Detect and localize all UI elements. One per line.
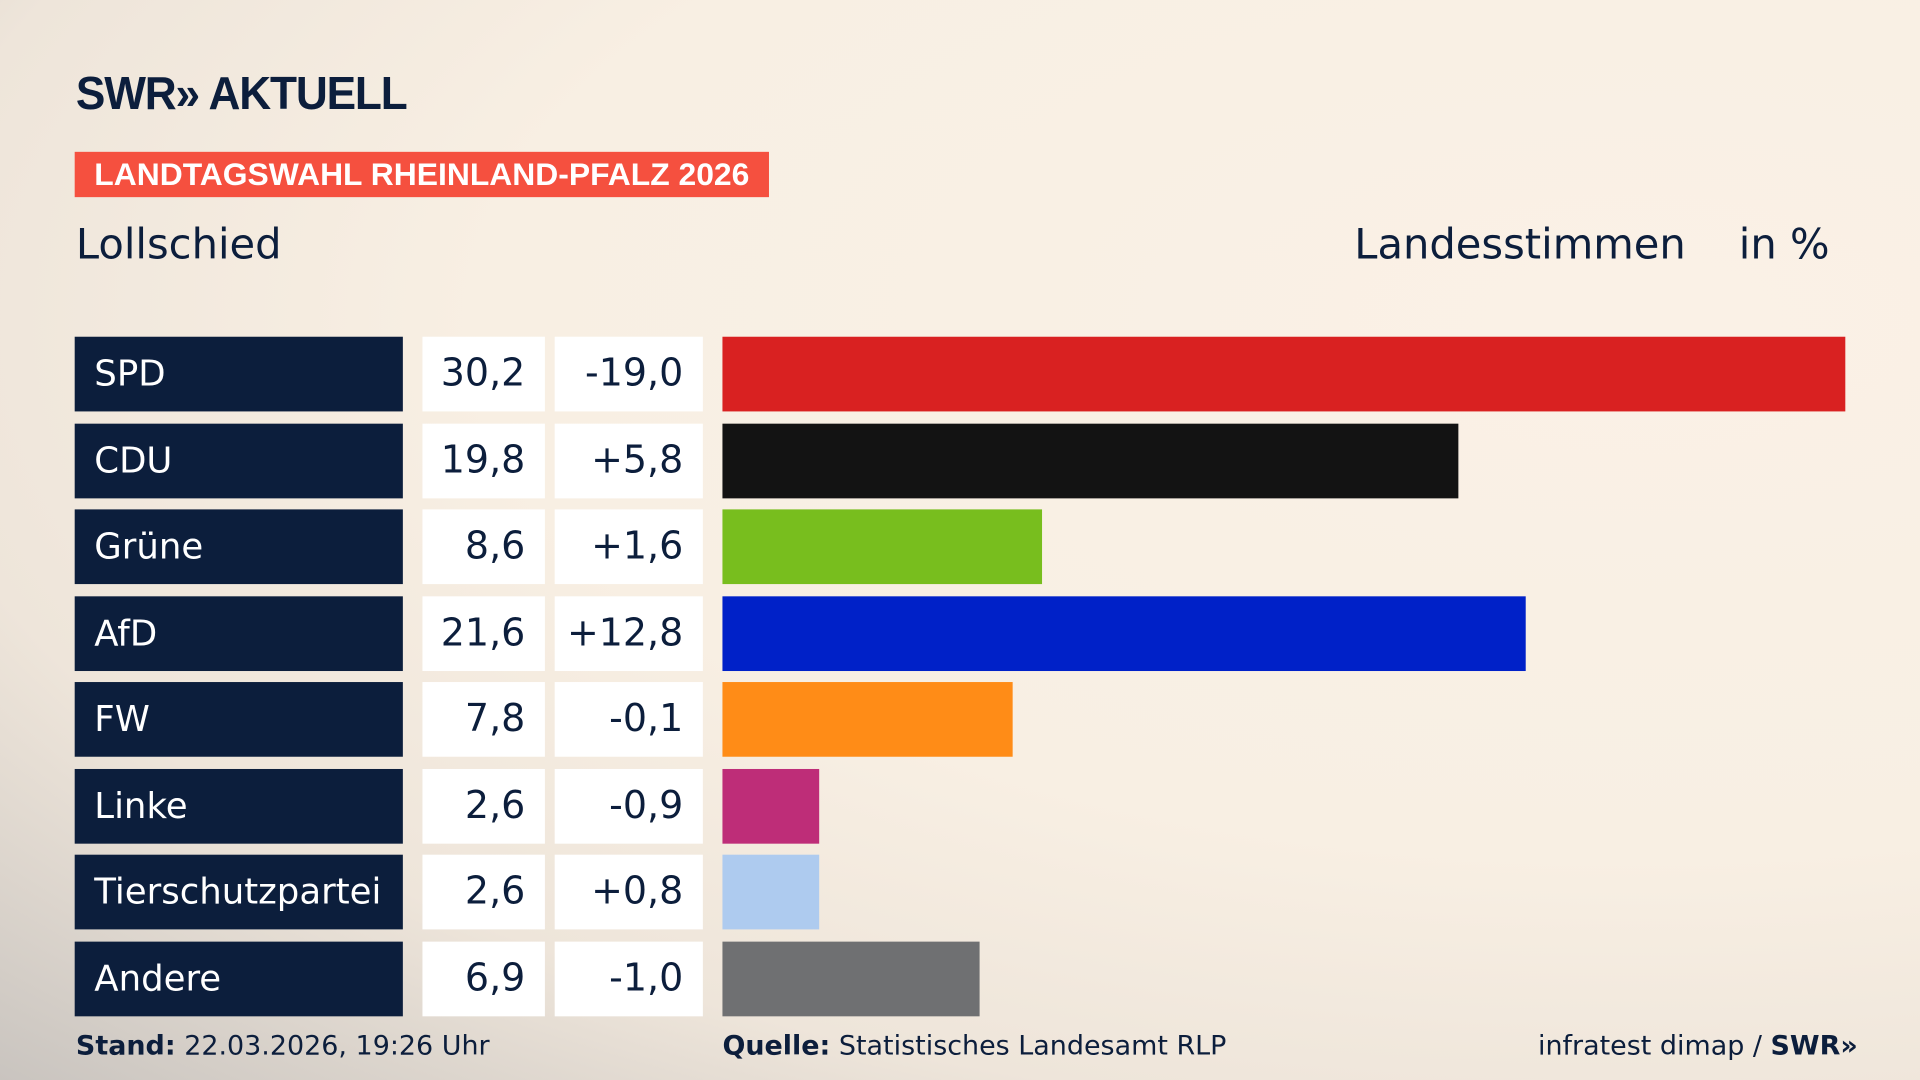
value-label: 30,2 [422, 336, 545, 412]
source: Quelle: Statistisches Landesamt RLP [722, 1031, 1226, 1062]
change-label: -19,0 [554, 336, 703, 412]
bar [722, 423, 1459, 498]
chart-row: Linke 2,6 -0,9 [0, 768, 1920, 844]
bar [722, 768, 820, 844]
bar [722, 682, 1013, 757]
vote-type-label: Landesstimmen [1354, 220, 1686, 270]
swr-logo: SWR» [1770, 1031, 1858, 1062]
chart-row: FW 7,8 -0,1 [0, 682, 1920, 757]
credit: infratest dimap / SWR» [1538, 1031, 1858, 1062]
value-label: 6,9 [422, 941, 545, 1016]
party-label: Tierschutzpartei [74, 854, 403, 930]
change-label: -0,9 [554, 768, 703, 844]
chart-row: Andere 6,9 -1,0 [0, 941, 1920, 1016]
change-label: +5,8 [554, 423, 703, 498]
bar [722, 509, 1043, 585]
timestamp: Stand: 22.03.2026, 19:26 Uhr [76, 1031, 490, 1062]
change-label: -0,1 [554, 682, 703, 757]
bar [722, 941, 979, 1016]
chart-row: Tierschutzpartei 2,6 +0,8 [0, 854, 1920, 930]
party-label: SPD [74, 336, 403, 412]
party-label: AfD [74, 595, 403, 671]
chart-row: SPD 30,2 -19,0 [0, 336, 1920, 412]
bar [722, 336, 1846, 412]
change-label: +12,8 [554, 595, 703, 671]
stand-label: Stand: [75, 1031, 176, 1062]
party-label: CDU [74, 423, 403, 498]
swr-aktuell-logo: SWR» AKTUELL [75, 68, 408, 121]
value-label: 7,8 [422, 682, 545, 757]
unit-label: in % [1738, 220, 1830, 270]
chart-row: Grüne 8,6 +1,6 [0, 509, 1920, 585]
chart-row: AfD 21,6 +12,8 [0, 595, 1920, 671]
source-value: Statistisches Landesamt RLP [838, 1031, 1227, 1062]
bar [722, 854, 820, 930]
value-label: 2,6 [422, 768, 545, 844]
party-label: Linke [74, 768, 403, 844]
change-label: +1,6 [554, 509, 703, 585]
municipality-name: Lollschied [75, 220, 282, 270]
value-label: 21,6 [422, 595, 545, 671]
change-label: -1,0 [554, 941, 703, 1016]
value-label: 8,6 [422, 509, 545, 585]
stand-value: 22.03.2026, 19:26 Uhr [184, 1031, 490, 1062]
bar [722, 595, 1526, 671]
election-title-badge: LANDTAGSWAHL RHEINLAND-PFALZ 2026 [74, 151, 769, 198]
value-label: 2,6 [422, 854, 545, 930]
credit-text: infratest dimap / [1537, 1031, 1771, 1062]
party-label: FW [74, 682, 403, 757]
change-label: +0,8 [554, 854, 703, 930]
value-label: 19,8 [422, 423, 545, 498]
party-label: Andere [74, 941, 403, 1016]
chart-row: CDU 19,8 +5,8 [0, 423, 1920, 498]
party-label: Grüne [74, 509, 403, 585]
source-label: Quelle: [722, 1031, 831, 1062]
